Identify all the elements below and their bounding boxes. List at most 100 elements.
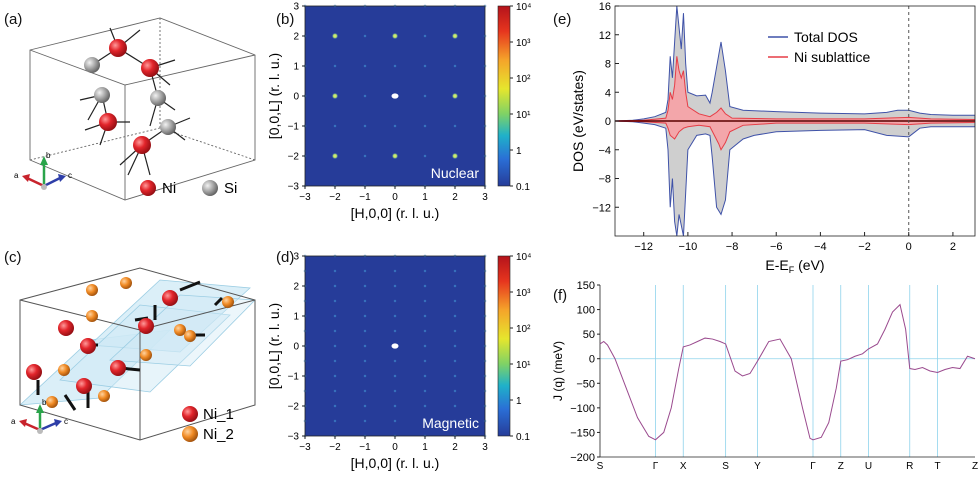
colorbar-tick-label: 10⁴ xyxy=(516,252,531,263)
diffraction-map-nuclear: −3 −2 −1 0 1 2 3 −3 −2 −1 0 1 2 3 [H,0,0] (r. l. u.) [0… xyxy=(266,2,488,222)
x-tick-label: 1 xyxy=(422,192,428,203)
bragg-peak xyxy=(331,152,339,160)
atoms-c xyxy=(26,277,234,408)
colorbar-tick-label: 0.1 xyxy=(516,432,530,443)
bragg-peak xyxy=(453,64,457,68)
x-tick-label: −6 xyxy=(770,241,783,253)
y-axis-label: [0,0,L] (r. l. u.) xyxy=(266,303,282,389)
ni1-atom xyxy=(80,338,96,354)
y-tick-label: −100 xyxy=(570,403,595,415)
x-axis-label-main: E-E xyxy=(765,257,788,273)
bragg-peak xyxy=(453,284,457,288)
y-tick-label: −8 xyxy=(598,174,611,186)
ni2-atom xyxy=(174,324,186,336)
bragg-peak xyxy=(393,314,397,318)
bragg-peak xyxy=(363,64,367,68)
legend-c: Ni_1 Ni_2 xyxy=(182,406,234,443)
ni2-atom xyxy=(98,390,110,402)
y-axis-label: DOS (eV/states) xyxy=(570,70,586,172)
bragg-peak xyxy=(451,92,459,100)
x-tick-label: 1 xyxy=(422,442,428,453)
magnetic-peak xyxy=(393,329,397,333)
y-tick-label: −3 xyxy=(288,432,300,443)
x-tick-label: −1 xyxy=(359,192,371,203)
y-tick-label: −2 xyxy=(288,152,300,163)
ni1-atom xyxy=(58,320,74,336)
bragg-peak xyxy=(423,154,427,158)
bragg-peak xyxy=(333,64,337,68)
y-tick-label: −50 xyxy=(576,378,595,390)
ni2-atom xyxy=(222,296,234,308)
bragg-peak xyxy=(333,314,337,318)
legend-ni-marker xyxy=(140,180,156,196)
jq-dispersion-chart: S Γ X S Y Γ Z U R T Z 150 100 50 0 −50 −100 −150 −200 J (q)… xyxy=(551,280,978,472)
panel-e-label: (e) xyxy=(553,11,571,28)
x-tick-label: −3 xyxy=(299,192,311,203)
y-tick-label: 4 xyxy=(605,87,611,99)
x-axis-label-unit: (eV) xyxy=(794,257,824,273)
legend-ni1-marker xyxy=(182,406,198,422)
x-tick-label: −8 xyxy=(726,241,739,253)
magnetic-peak xyxy=(423,299,427,303)
si-atom xyxy=(84,57,100,73)
y-tick-label: −1 xyxy=(288,372,300,383)
axis-b-label: b xyxy=(46,151,51,160)
axis-a-label: a xyxy=(14,171,19,180)
kpoint-label: Γ xyxy=(810,461,816,472)
bragg-peak xyxy=(423,64,427,68)
ni2-atom xyxy=(120,277,132,289)
bragg-peak xyxy=(333,124,337,128)
x-tick-label: −2 xyxy=(329,442,341,453)
y-tick-label: −200 xyxy=(570,452,595,464)
bragg-peak xyxy=(363,124,367,128)
colorbar-tick-label: 10⁴ xyxy=(516,2,531,13)
y-tick-label: 100 xyxy=(577,305,595,317)
colorbar-tick-label: 10² xyxy=(516,324,531,335)
si-atom xyxy=(160,119,176,135)
magnetic-peak xyxy=(423,419,427,423)
y-tick-label: 0 xyxy=(293,92,299,103)
axis-triad-c: b a c xyxy=(11,398,68,434)
magnetic-peak xyxy=(453,329,457,333)
bragg-peak xyxy=(393,124,397,128)
dos-chart: −12 −10 −8 −6 −4 −2 0 2 −12 −8 −4 0 4 8 12 16 E-EF (eV) D… xyxy=(570,1,976,275)
magnetic-peak xyxy=(453,299,457,303)
x-tick-label: 2 xyxy=(950,241,956,253)
bragg-peak xyxy=(333,404,337,408)
legend-ni2-label: Ni_2 xyxy=(203,426,234,443)
bragg-peak xyxy=(363,284,367,288)
bragg-peak xyxy=(423,374,427,378)
si-atom xyxy=(150,90,166,106)
si-atom xyxy=(94,87,110,103)
bragg-peak xyxy=(393,64,397,68)
kpoint-label: X xyxy=(680,461,687,472)
legend-total-dos-label: Total DOS xyxy=(794,29,858,45)
magnetic-peak xyxy=(423,359,427,363)
magnetic-peak xyxy=(333,359,337,363)
bragg-peak xyxy=(333,374,337,378)
y-tick-label: −4 xyxy=(598,145,611,157)
kpoint-label: R xyxy=(906,461,913,472)
x-tick-label: 3 xyxy=(482,192,488,203)
ni2-atom xyxy=(86,310,98,322)
y-tick-label: 12 xyxy=(599,30,611,42)
colorbar-tick-label: 10¹ xyxy=(516,110,531,121)
magnetic-peak xyxy=(393,359,397,363)
panel-a: (a) b xyxy=(4,11,256,201)
bragg-peak xyxy=(423,284,427,288)
kpoint-label: Γ xyxy=(653,461,659,472)
y-tick-label: 2 xyxy=(293,32,299,43)
ni1-atom xyxy=(138,318,154,334)
bragg-peak xyxy=(423,124,427,128)
ni2-atom xyxy=(86,284,98,296)
bragg-peak xyxy=(363,344,367,348)
y-tick-label: 8 xyxy=(605,59,611,71)
x-tick-label: 2 xyxy=(452,192,458,203)
y-tick-label: −2 xyxy=(288,402,300,413)
bragg-peak xyxy=(333,344,337,348)
kpoint-label: T xyxy=(934,461,940,472)
x-tick-label: 2 xyxy=(452,442,458,453)
magnetic-peak xyxy=(363,299,367,303)
magnetic-peak xyxy=(423,269,427,273)
